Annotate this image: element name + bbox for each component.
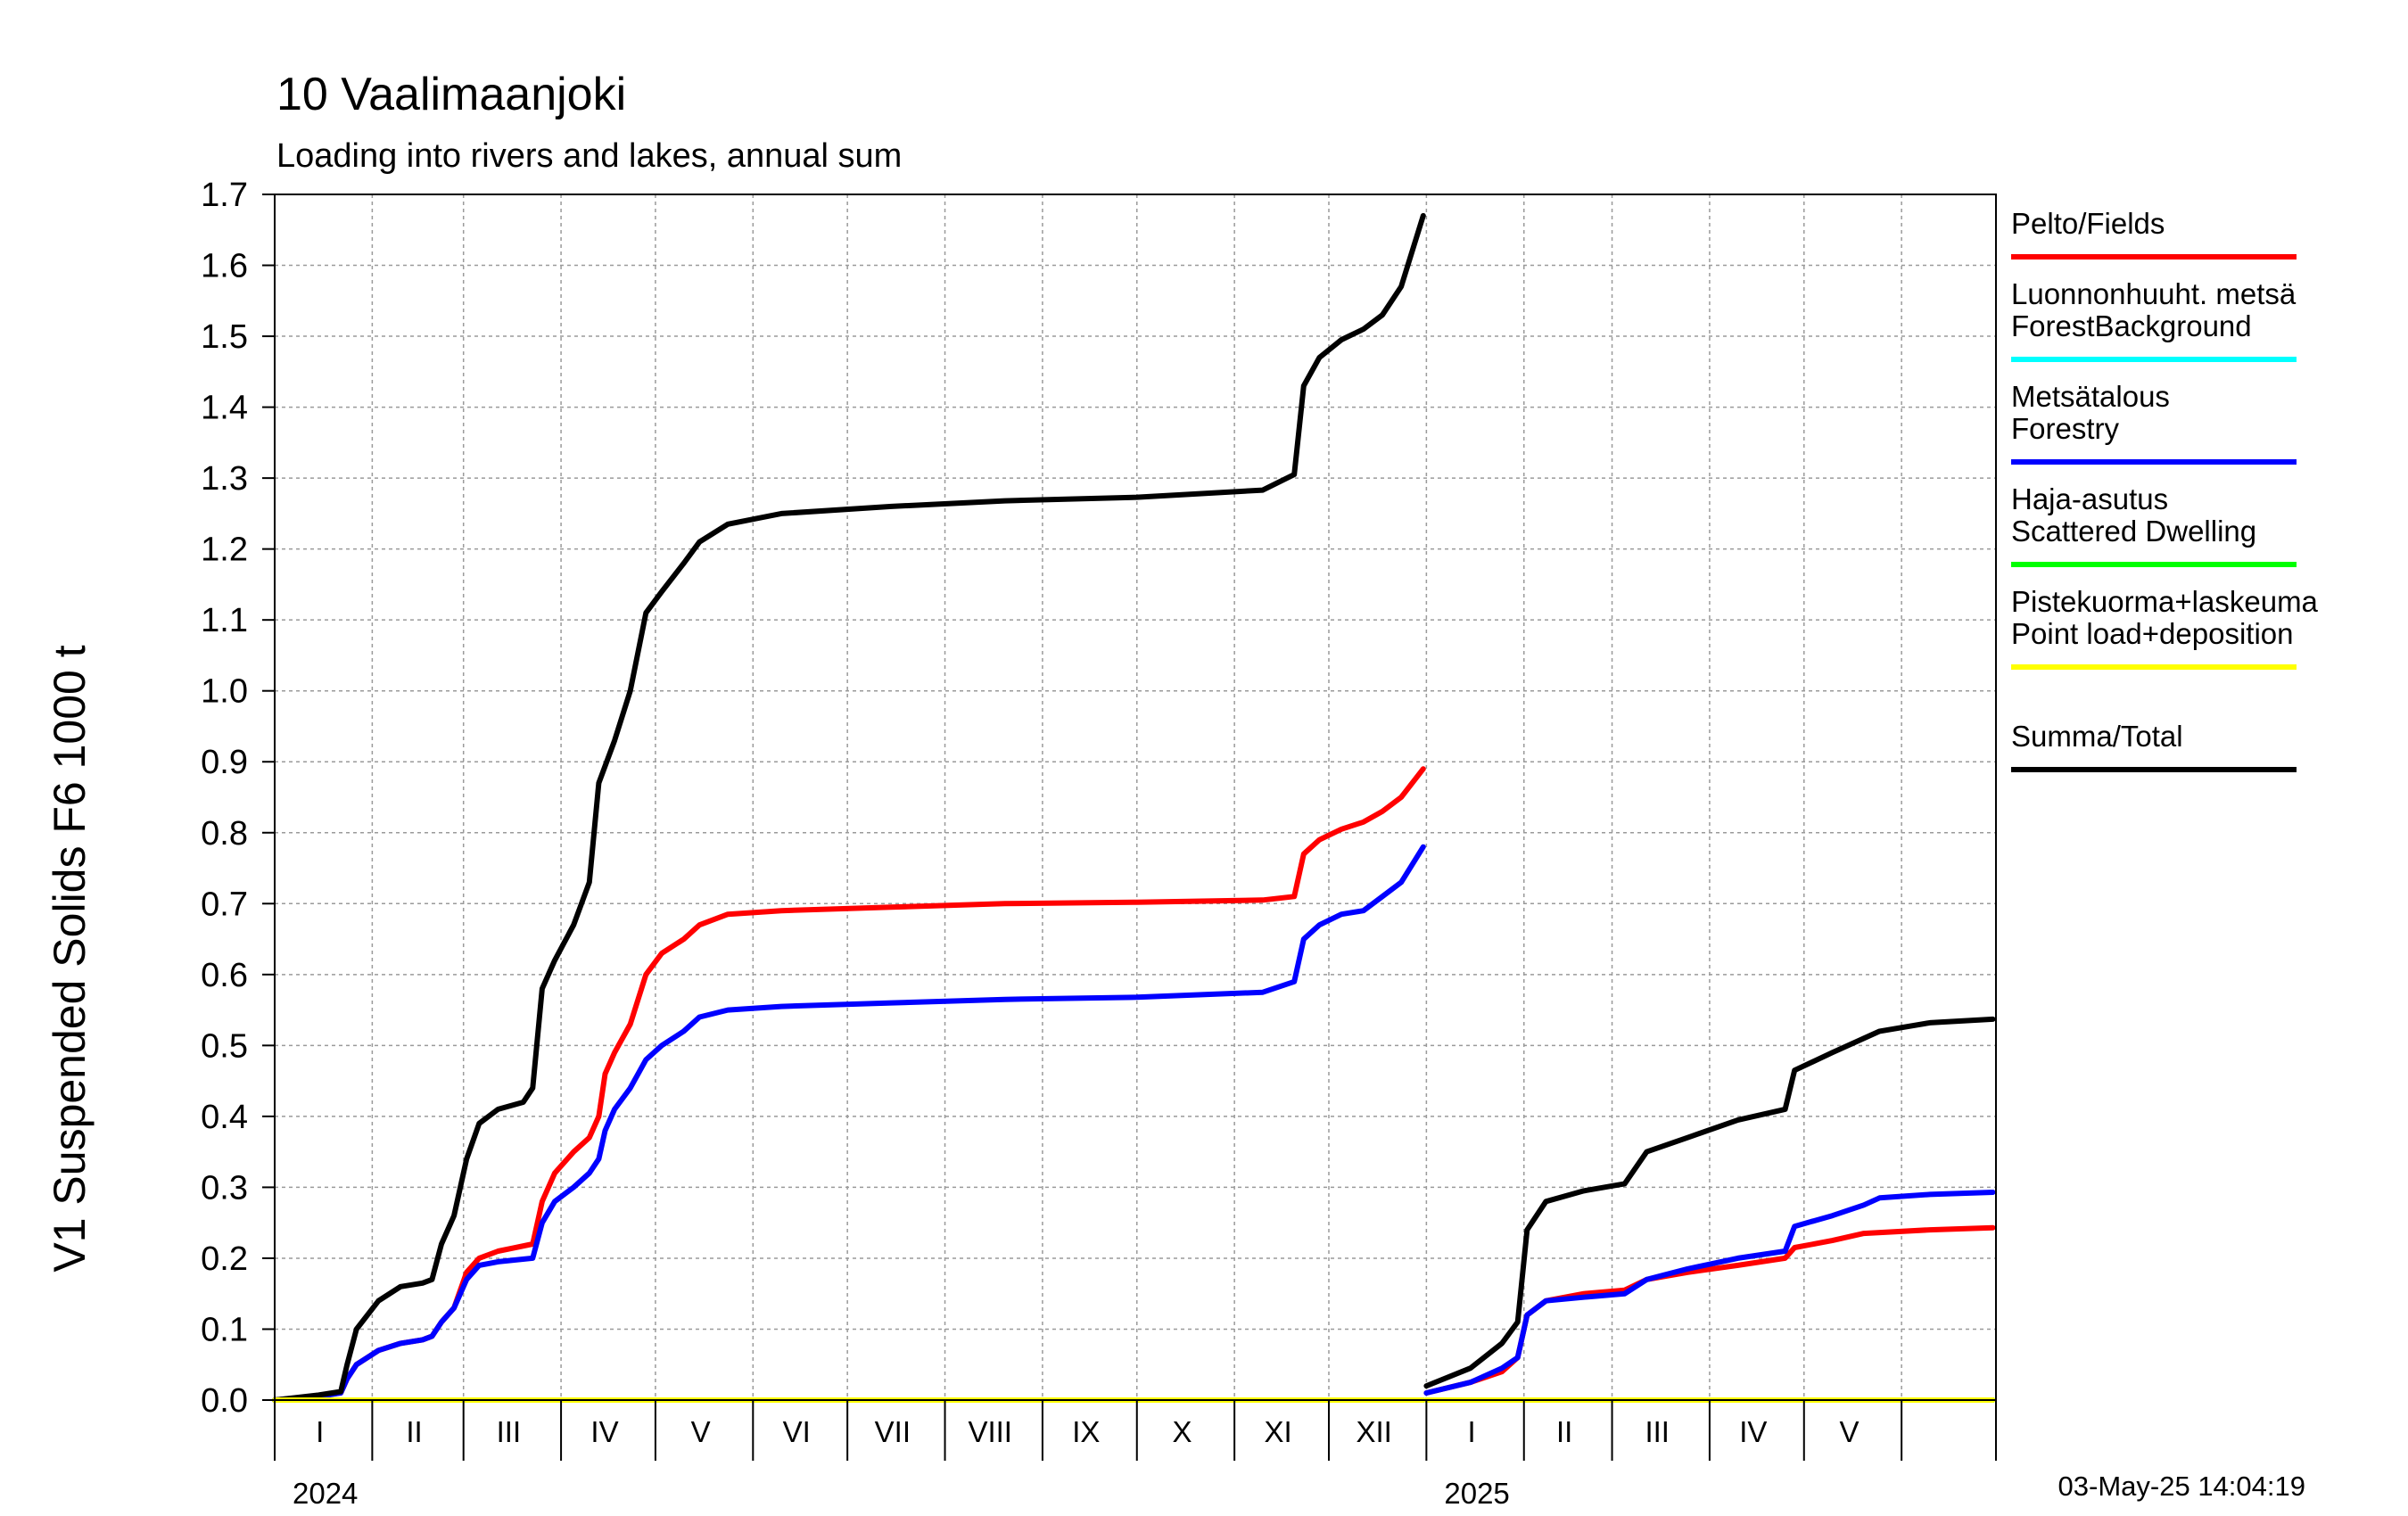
y-tick-label: 1.7 <box>201 177 248 214</box>
x-month-label: IV <box>590 1415 618 1448</box>
legend: Pelto/Fields Luonnonhuuht. metsäForestBac… <box>2011 207 2319 772</box>
x-month-label: I <box>1467 1415 1475 1448</box>
y-tick-label: 0.3 <box>201 1169 248 1207</box>
y-tick-label: 1.4 <box>201 390 248 427</box>
legend-label: Pistekuorma+laskeuma <box>2011 585 2319 618</box>
chart-title: 10 Vaalimaanjoki <box>276 69 626 120</box>
x-year-label: 2024 <box>293 1477 358 1510</box>
y-tick-label: 0.5 <box>201 1027 248 1065</box>
x-year-label: 2025 <box>1444 1477 1509 1510</box>
x-month-label: VII <box>875 1415 911 1448</box>
y-tick-label: 1.1 <box>201 602 248 639</box>
axes: 0.0 0.1 0.2 0.3 0.4 0.5 0.6 0.7 0.8 0.9 1.0 1.1 1.2 1… <box>201 177 1997 1510</box>
x-month-label: I <box>316 1415 324 1448</box>
y-tick-label: 0.6 <box>201 957 248 994</box>
y-tick-label: 0.8 <box>201 815 248 853</box>
legend-label: Metsätalous <box>2011 380 2170 413</box>
series-group <box>272 212 1996 1403</box>
series-line <box>272 844 1426 1403</box>
x-month-label: II <box>1556 1415 1572 1448</box>
x-month-label: XII <box>1357 1415 1392 1448</box>
x-month-label: II <box>406 1415 422 1448</box>
plot-area-frame <box>274 194 1997 1401</box>
y-tick-label: 1.0 <box>201 673 248 711</box>
y-tick-label: 0.9 <box>201 744 248 781</box>
y-tick-label: 1.6 <box>201 248 248 285</box>
legend-label: Scattered Dwelling <box>2011 515 2256 548</box>
legend-label: Haja-asutus <box>2011 482 2168 515</box>
y-tick-label: 1.3 <box>201 460 248 498</box>
x-month-label: XI <box>1264 1415 1291 1448</box>
x-month-label: III <box>1645 1415 1670 1448</box>
legend-label: Forestry <box>2011 412 2120 445</box>
x-month-label: IX <box>1072 1415 1100 1448</box>
legend-label: Luonnonhuuht. metsä <box>2011 277 2297 310</box>
series-line <box>1423 1190 1996 1396</box>
x-month-label: V <box>1839 1415 1859 1448</box>
x-month-label: X <box>1172 1415 1192 1448</box>
x-month-label: VIII <box>968 1415 1012 1448</box>
timestamp: 03-May-25 14:04:19 <box>2058 1471 2305 1502</box>
series-line <box>272 766 1426 1403</box>
y-tick-label: 0.4 <box>201 1099 248 1136</box>
grid <box>275 194 1996 1400</box>
legend-label: Point load+deposition <box>2011 617 2294 650</box>
y-tick-label: 0.1 <box>201 1311 248 1348</box>
y-tick-label: 1.5 <box>201 318 248 356</box>
series-line <box>272 212 1426 1403</box>
y-tick-label: 1.2 <box>201 531 248 569</box>
legend-label: ForestBackground <box>2011 309 2252 342</box>
x-month-label: V <box>691 1415 711 1448</box>
y-tick-label: 0.7 <box>201 886 248 923</box>
x-month-label: IV <box>1739 1415 1767 1448</box>
legend-label: Pelto/Fields <box>2011 207 2165 240</box>
y-tick-label: 0.2 <box>201 1240 248 1278</box>
series-line <box>1423 1016 1996 1389</box>
legend-label: Summa/Total <box>2011 720 2183 753</box>
x-month-label: III <box>497 1415 522 1448</box>
chart-subtitle: Loading into rivers and lakes, annual su… <box>276 137 902 175</box>
y-axis-label: V1 Suspended Solids F6 1000 t <box>45 645 95 1272</box>
y-tick-label: 0.0 <box>201 1382 248 1420</box>
x-month-label: VI <box>783 1415 811 1448</box>
